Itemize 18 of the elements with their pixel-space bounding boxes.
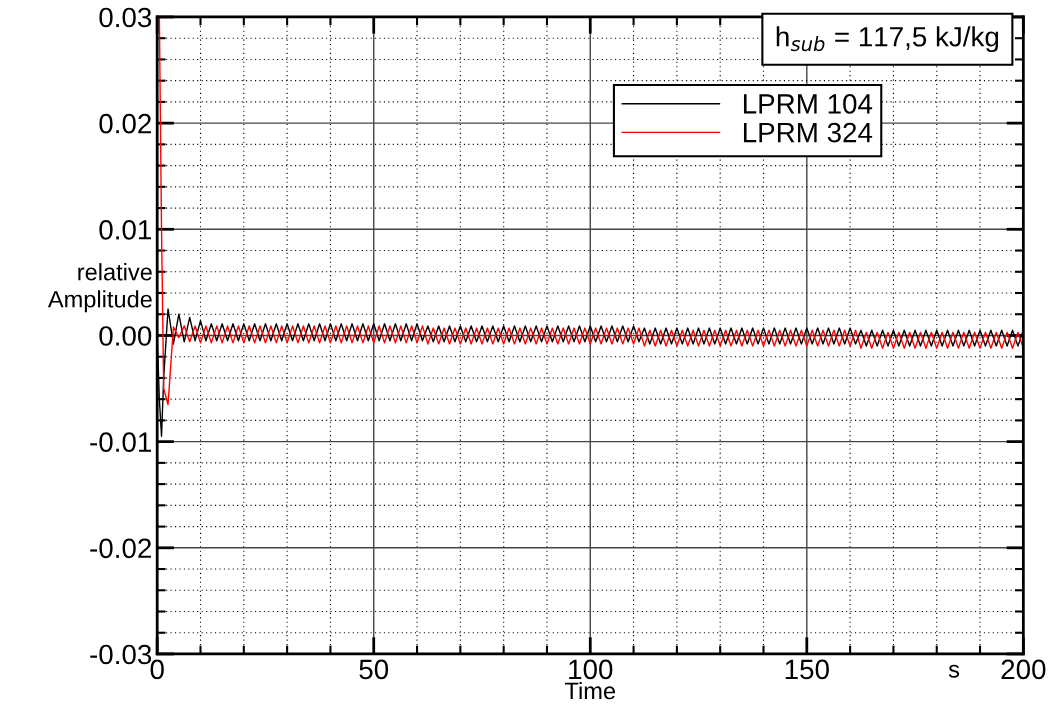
y-tick-label: 0.03 xyxy=(99,7,152,28)
y-axis-title: relative Amplitude xyxy=(47,263,152,313)
y-tick-label: -0.01 xyxy=(90,432,151,452)
y-tick-label: 0.00 xyxy=(99,326,152,346)
y-tick-label: 0.02 xyxy=(99,113,151,134)
x-tick-label: 0 xyxy=(150,659,164,680)
x-tick-label: 150 xyxy=(785,659,829,680)
x-tick-label: 50 xyxy=(359,659,389,680)
x-tick-label: 100 xyxy=(569,659,613,680)
y-tick-label: 0.01 xyxy=(99,219,151,240)
y-tick-label: -0.02 xyxy=(90,538,151,559)
legend-title: h$_{sub}$ = 117,5 kJ/kg xyxy=(776,26,999,53)
x-axis-title: Time xyxy=(565,681,616,700)
legend-label: LPRM 324 xyxy=(743,122,873,143)
text: s xyxy=(948,664,960,678)
x-tick-label: 200 xyxy=(1001,659,1046,680)
y-tick-label: -0.03 xyxy=(90,644,152,665)
legend-label: LPRM 104 xyxy=(743,94,873,114)
